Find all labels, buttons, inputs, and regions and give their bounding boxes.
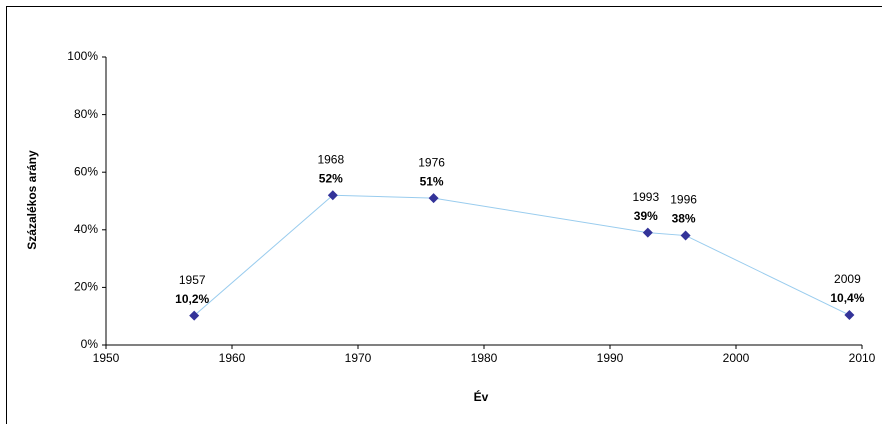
series-line bbox=[193, 194, 850, 317]
x-tick-label: 1990 bbox=[597, 351, 624, 365]
y-tick-label: 60% bbox=[74, 164, 98, 178]
data-point bbox=[327, 190, 338, 201]
point-year-label: 1996 bbox=[670, 193, 697, 207]
data-label: 10,4% bbox=[830, 291, 864, 305]
data-label: 10,2% bbox=[175, 292, 209, 306]
data-point bbox=[680, 230, 691, 241]
x-tick-label: 2000 bbox=[723, 351, 750, 365]
chart-frame bbox=[6, 6, 882, 424]
data-point bbox=[428, 193, 439, 204]
point-year-label: 2009 bbox=[834, 272, 861, 286]
x-tick-label: 1970 bbox=[345, 351, 372, 365]
data-point bbox=[642, 227, 653, 238]
data-point bbox=[189, 310, 200, 321]
x-tick-label: 1950 bbox=[93, 351, 120, 365]
x-axis-title: Év bbox=[474, 389, 489, 404]
x-tick-label: 1960 bbox=[219, 351, 246, 365]
y-tick-label: 80% bbox=[74, 107, 98, 121]
x-tick-label: 2010 bbox=[849, 351, 876, 365]
y-axis-title: Százalékos arány bbox=[25, 150, 39, 250]
y-tick-label: 40% bbox=[74, 222, 98, 236]
data-label: 52% bbox=[319, 171, 343, 185]
data-point bbox=[844, 310, 855, 321]
point-year-label: 1968 bbox=[317, 152, 344, 166]
data-label: 51% bbox=[420, 174, 444, 188]
data-label: 38% bbox=[672, 212, 696, 226]
y-tick-label: 0% bbox=[81, 337, 99, 351]
point-year-label: 1976 bbox=[418, 155, 445, 169]
point-year-label: 1957 bbox=[179, 273, 206, 287]
y-tick-label: 20% bbox=[74, 280, 98, 294]
data-label: 39% bbox=[634, 209, 658, 223]
x-tick-label: 1980 bbox=[471, 351, 498, 365]
y-tick-label: 100% bbox=[67, 49, 98, 63]
point-year-label: 1993 bbox=[632, 190, 659, 204]
